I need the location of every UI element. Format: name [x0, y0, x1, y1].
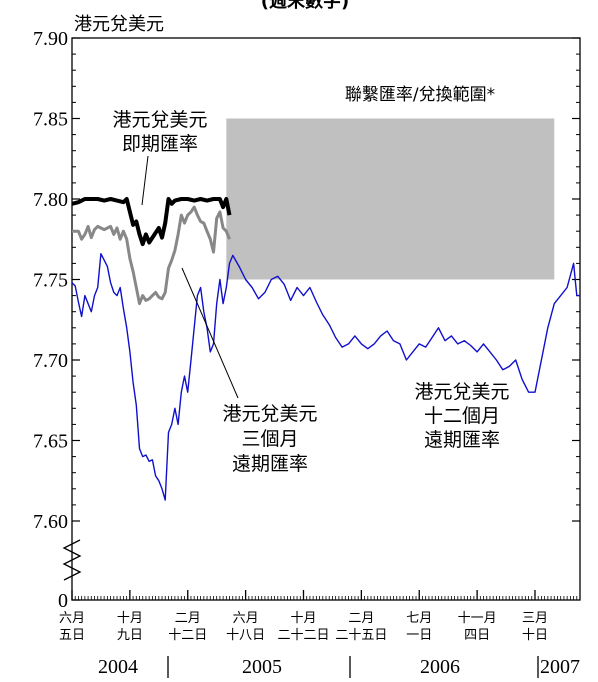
- annotation-3m-line3: 遠期匯率: [232, 453, 308, 475]
- x-tick-label-day: 九日: [117, 628, 143, 643]
- annotation-12m-line3: 遠期匯率: [424, 429, 500, 451]
- chart-title: (週末數字): [261, 0, 349, 12]
- x-tick-label-day: 四日: [464, 628, 490, 643]
- year-label: 2004: [98, 656, 138, 678]
- x-tick-label-day: 五日: [59, 628, 85, 643]
- y-axis: 7.90 7.85 7.80 7.75 7.70 7.65 7.60 0: [33, 28, 580, 612]
- annotation-3m-line1: 港元兌美元: [222, 403, 317, 425]
- y-tick-label: 7.85: [33, 109, 68, 131]
- y-tick-label: 7.75: [33, 270, 68, 292]
- x-tick-label-month: 二月: [175, 611, 201, 626]
- x-tick-label-day: 十八日: [226, 628, 265, 643]
- x-tick-label-day: 十二日: [168, 628, 207, 643]
- annotation-3m-leader: [181, 267, 239, 399]
- y-tick-label: 7.90: [33, 28, 68, 50]
- x-tick-label-month: 十一月: [458, 611, 497, 626]
- x-tick-label-month: 十月: [290, 611, 316, 626]
- annotation-spot-line2: 即期匯率: [122, 133, 198, 155]
- y-tick-label-zero: 0: [58, 590, 68, 612]
- year-label: 2007: [540, 656, 580, 678]
- series-line-spot: [71, 197, 232, 247]
- x-tick-label-month: 三月: [522, 611, 548, 626]
- year-row: 2004 2005 2006 2007: [98, 656, 580, 678]
- year-label: 2005: [242, 656, 282, 678]
- annotation-twelve-month: 港元兌美元 十二個月 遠期匯率: [414, 381, 509, 451]
- series-line-three-month: [72, 205, 231, 306]
- x-tick-label-day: 二十五日: [335, 628, 387, 643]
- annotation-12m-line1: 港元兌美元: [414, 381, 509, 403]
- band-label: 聯繫匯率/兌換範圍*: [345, 85, 495, 105]
- y-tick-label: 7.80: [33, 189, 68, 211]
- x-tick-label-month: 二月: [348, 611, 374, 626]
- x-tick-label-month: 六月: [233, 611, 259, 626]
- annotation-spot-leader: [141, 155, 149, 206]
- annotation-spot: 港元兌美元 即期匯率: [112, 109, 207, 155]
- exchange-range-band: [226, 118, 555, 280]
- annotation-spot-line1: 港元兌美元: [112, 109, 207, 131]
- x-tick-label-month: 六月: [59, 611, 85, 626]
- year-label: 2006: [420, 656, 460, 678]
- x-tick-label-day: 二十二日: [277, 628, 329, 643]
- annotation-3m-line2: 三個月: [241, 428, 298, 450]
- series-layer: [71, 197, 580, 501]
- x-tick-label-day: 一日: [406, 628, 432, 643]
- x-tick-label-month: 十月: [117, 611, 143, 626]
- annotation-three-month: 港元兌美元 三個月 遠期匯率: [222, 403, 317, 475]
- y-tick-label: 7.60: [33, 511, 68, 533]
- band-rect: [226, 118, 555, 280]
- y-tick-label: 7.65: [33, 431, 68, 453]
- series-line-twelve-month: [71, 253, 580, 501]
- y-unit-label: 港元兌美元: [74, 14, 164, 35]
- x-tick-label-month: 七月: [406, 611, 432, 626]
- y-tick-label: 7.70: [33, 350, 68, 372]
- axis-break-icon: [62, 539, 82, 581]
- annotation-12m-line2: 十二個月: [424, 405, 500, 427]
- x-tick-label-day: 十日: [522, 628, 548, 643]
